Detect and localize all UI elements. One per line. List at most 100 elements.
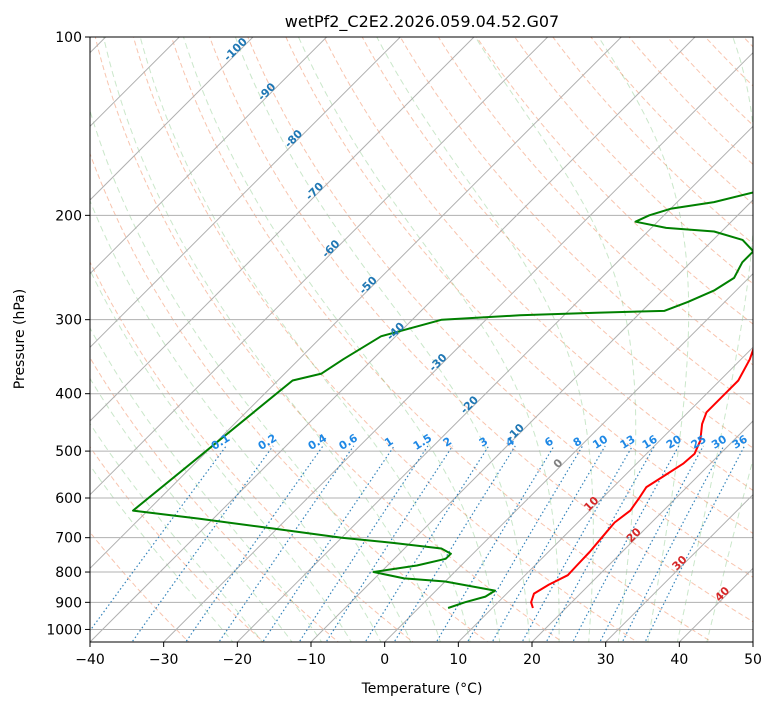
dry-adiabat-line [476,37,753,325]
y-tick-label: 500 [55,444,82,460]
moist-adiabat-line [90,269,352,642]
dry-adiabat-line [590,37,753,205]
temperature-profile-line [530,347,753,609]
dry-adiabat-label: -40 [384,320,407,343]
dry-adiabat-line [247,37,753,578]
dewpoint-profile-line [132,191,753,609]
y-tick-label: 700 [55,531,82,547]
mixing-ratio-label: 1.5 [411,431,434,452]
dry-adiabat-line [90,531,190,642]
dry-adiabat-line [666,37,753,126]
isotherm-line [90,37,181,128]
x-tick-label: 40 [670,652,688,668]
x-tick-label: −30 [149,652,179,668]
mixing-ratio-label: 10 [590,432,610,451]
isotherm-line [531,420,753,642]
dry-adiabat-line [170,37,713,642]
mixing-ratio-line [364,445,490,642]
isotherm-line [310,199,753,642]
mixing-ratio-label: 36 [730,432,750,451]
mixing-ratio-line [466,445,584,642]
dry-adiabat-label: 10 [581,494,601,514]
isotherm-line [604,493,753,642]
dry-adiabat-line [361,37,753,449]
dry-adiabat-line [90,260,414,642]
moist-adiabat-line [183,37,501,642]
x-tick-label: 10 [449,652,467,668]
x-tick-label: 0 [380,652,389,668]
moist-adiabats [90,37,753,642]
dry-adiabat-label: -50 [357,273,380,296]
x-tick-label: −40 [75,652,105,668]
x-tick-label: 30 [597,652,615,668]
x-tick-label: −10 [296,652,326,668]
x-tick-label: −20 [223,652,253,668]
dry-adiabat-label: -80 [282,127,305,150]
mixing-ratio-line [218,445,355,642]
isotherm-line [236,125,753,642]
moist-adiabat-line [706,457,753,642]
y-axis-label: Pressure (hPa) [12,289,28,389]
mixing-ratio-line [325,445,454,642]
x-tick-label: 20 [523,652,541,668]
y-tick-label: 200 [55,208,82,224]
isotherm-line [90,37,254,201]
mixing-ratio-label: 6 [542,434,556,449]
axis-ticks: −40 −30 −20 −10 0 10 20 30 40 5010020030040050060… [46,30,762,668]
y-tick-label: 400 [55,387,82,403]
dry-adiabat-line [769,24,775,645]
dry-adiabat-line [704,37,753,87]
mixing-ratio-line [185,445,324,642]
profiles [132,191,753,609]
mixing-ratio-line [298,445,429,642]
mixing-ratio-line [621,445,725,642]
dry-adiabat-label: 40 [712,584,732,604]
moist-adiabat-line [298,37,560,642]
dry-adiabat-line [285,37,753,535]
mixing-ratio-label: 20 [664,432,684,451]
mixing-ratio-label: 30 [709,432,729,451]
chart-title: wetPf2_C2E2.2026.059.04.52.G07 [285,12,559,32]
mixing-ratio-line [545,445,656,642]
dry-adiabat-label: 20 [624,525,644,545]
dry-adiabat-label: -30 [426,351,449,374]
mixing-ratio-line [131,445,274,642]
dry-adiabat-label: -20 [458,393,481,416]
y-tick-label: 1000 [46,622,82,638]
mixing-ratio-line [262,445,395,642]
x-axis-label: Temperature (°C) [361,681,483,697]
plot-frame [89,36,754,643]
dry-adiabat-line [323,37,753,491]
mixing-ratio-line [393,445,516,642]
dry-adiabat-line [90,446,265,642]
y-tick-label: 800 [55,565,82,581]
mixing-ratio-line [572,445,680,642]
isotherm-line [752,641,753,642]
dry-adiabat-line [437,37,753,366]
isotherm-line [90,37,402,349]
isotherm-line [383,272,753,642]
y-tick-label: 300 [55,313,82,329]
mixing-ratio-label: 25 [689,433,709,452]
isotherm-line [90,37,549,496]
isotherm-line [90,37,696,642]
mixing-ratio-line [521,445,634,642]
mixing-ratio-line [491,445,606,642]
isotherm-line [90,37,475,422]
y-tick-label: 100 [55,30,82,46]
mixing-ratio-label: 13 [618,433,638,452]
mixing-ratio-line [599,445,704,642]
isotherm-line [457,346,753,642]
y-tick-label: 900 [55,595,82,611]
moist-adiabat-line [139,37,471,642]
mixing-ratio-label: 16 [640,432,660,451]
isotherm-line [162,51,753,642]
isotherms [90,37,753,642]
mixing-ratio-lines [90,445,746,642]
moist-adiabat-line [90,109,412,642]
isobars [90,37,753,630]
y-tick-label: 600 [55,491,82,507]
dry-adiabat-label: -100 [221,35,250,64]
mixing-ratio-label: 0.4 [306,431,330,453]
